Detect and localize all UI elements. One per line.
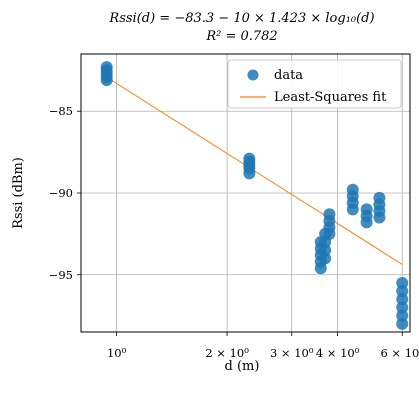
y-axis-label: Rssi (dBm) xyxy=(11,157,26,229)
legend-box xyxy=(227,59,402,109)
data-point xyxy=(373,211,386,224)
y-tick-label: −95 xyxy=(49,268,73,282)
data-point xyxy=(314,262,327,275)
legend: data Least-Squares fit xyxy=(227,59,402,109)
y-tick-label: −85 xyxy=(49,104,73,118)
x-axis-label: d (m) xyxy=(225,359,260,374)
data-point xyxy=(319,252,332,265)
data-point xyxy=(396,317,409,330)
legend-fit-label: Least-Squares fit xyxy=(274,90,387,105)
legend-data-label: data xyxy=(274,68,303,83)
data-points-layer xyxy=(100,61,409,330)
x-tick-label: 10⁰ xyxy=(107,346,127,360)
x-tick-label: 4 × 10⁰ xyxy=(316,346,360,360)
data-point xyxy=(323,227,336,240)
data-point xyxy=(100,74,113,87)
chart-title: Rssi(d) = −83.3 − 10 × 1.423 × log₁₀(d) xyxy=(108,11,374,26)
chart-subtitle: R² = 0.782 xyxy=(205,29,277,44)
data-point xyxy=(243,167,256,180)
data-point xyxy=(346,203,359,216)
x-tick-label: 3 × 10⁰ xyxy=(270,346,314,360)
legend-data-marker xyxy=(247,69,259,81)
x-tick-label: 6 × 10⁰ xyxy=(380,346,419,360)
x-tick-label: 2 × 10⁰ xyxy=(205,346,249,360)
data-point xyxy=(360,216,373,229)
y-tick-label: −90 xyxy=(49,186,73,200)
